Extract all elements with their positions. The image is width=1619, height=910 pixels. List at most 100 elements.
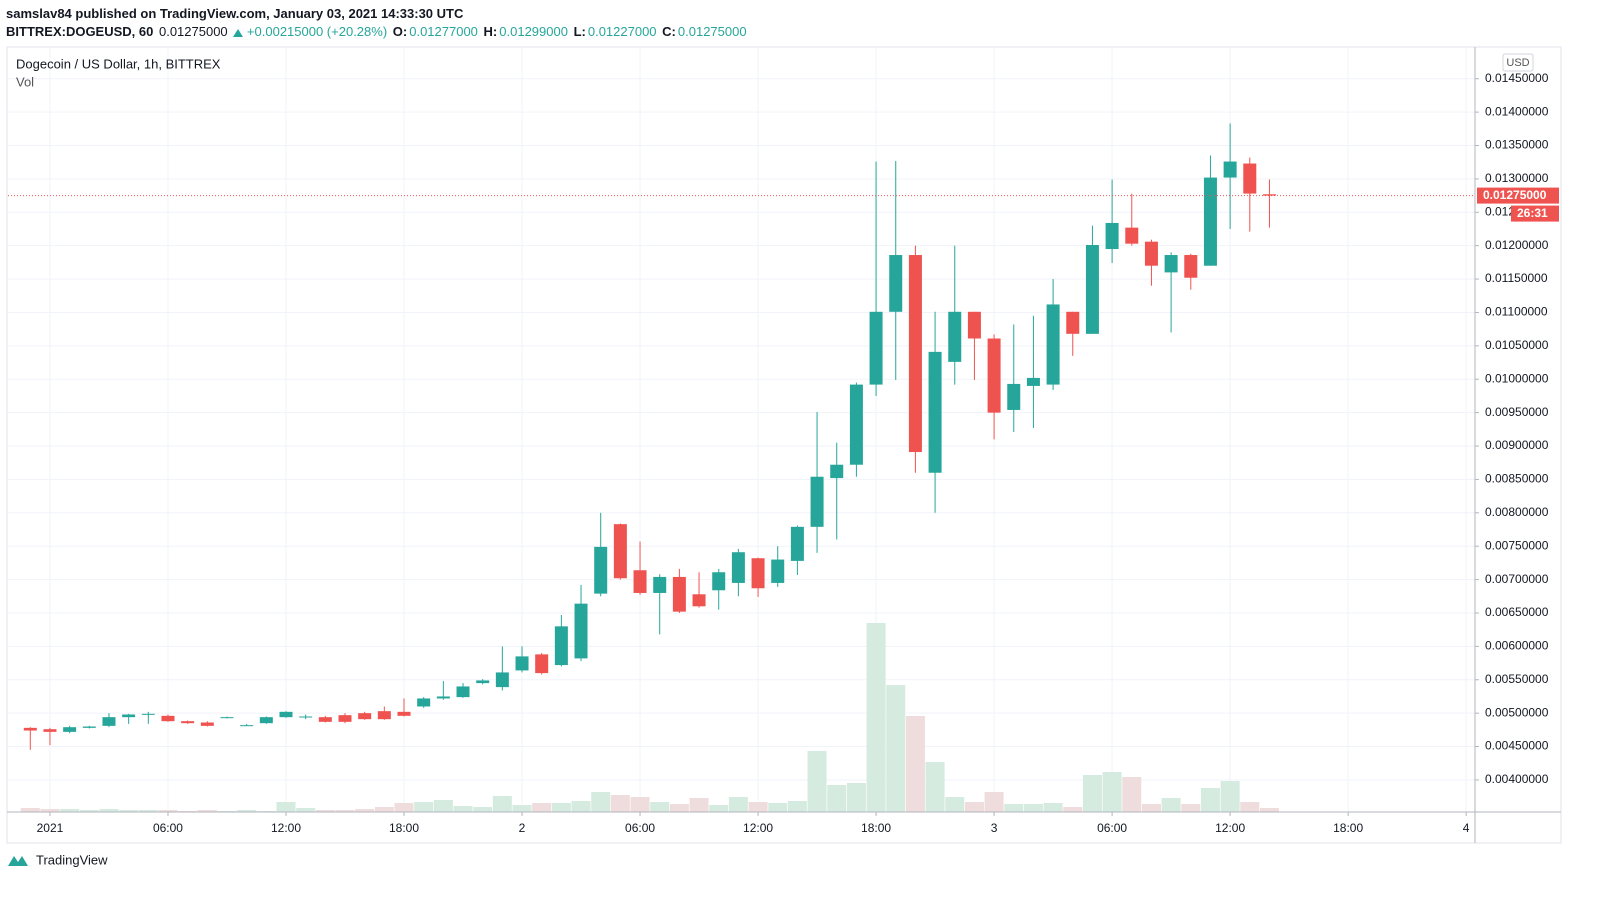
volume-bar — [925, 762, 945, 812]
volume-bar — [886, 685, 906, 812]
x-tick-label: 06:00 — [625, 821, 655, 835]
ohlc-value: 0.01299000 — [499, 24, 568, 39]
x-tick-label: 12:00 — [271, 821, 301, 835]
chart-frame — [6, 46, 1562, 844]
candle-body — [928, 351, 942, 473]
y-tick-label: 0.01350000 — [1485, 138, 1549, 152]
ohlc-value: 0.01227000 — [587, 24, 657, 39]
candle-body — [240, 725, 254, 727]
x-tick-label: 18:00 — [1333, 821, 1363, 835]
volume-bar — [315, 810, 335, 812]
candle-body — [574, 603, 588, 659]
volume-bar — [433, 800, 453, 812]
volume-bar — [1240, 802, 1260, 812]
x-tick-label: 12:00 — [1215, 821, 1245, 835]
currency-label: USD — [1506, 57, 1529, 69]
candle-body — [338, 715, 352, 722]
ohlc-label: L: — [573, 24, 586, 39]
candle-body — [476, 680, 490, 684]
symbol: BITTREX:DOGEUSD, 60 — [6, 24, 154, 39]
y-tick-label: 0.00900000 — [1485, 438, 1549, 452]
y-tick-label: 0.00400000 — [1485, 772, 1549, 786]
candle-body — [122, 714, 136, 718]
y-tick-label: 0.01400000 — [1485, 104, 1549, 118]
candle-body — [1066, 311, 1080, 334]
candle-body — [712, 572, 726, 591]
candle-body — [1026, 377, 1040, 386]
candle-body — [515, 656, 529, 671]
candle-body — [731, 552, 745, 583]
last-price-label: 0.01275000 — [1483, 188, 1547, 202]
volume-bar — [827, 785, 847, 812]
volume-bar — [1161, 798, 1181, 812]
candle-body — [1243, 163, 1257, 194]
volume-bar — [138, 810, 158, 812]
candle-body — [987, 338, 1001, 413]
volume-bar — [945, 797, 965, 812]
volume-bar — [79, 810, 99, 812]
y-tick-label: 0.00750000 — [1485, 538, 1549, 552]
volume-bar — [866, 623, 886, 812]
candle-body — [417, 698, 431, 707]
candle-body — [751, 558, 765, 589]
candle-body — [653, 576, 667, 593]
candle-body — [594, 546, 608, 594]
axes: 0.01450000 0.01400000 0.01350000 0.01300000… — [8, 71, 1559, 835]
x-tick-label: 3 — [991, 821, 998, 835]
volume-bar — [630, 797, 650, 812]
volume-bar — [591, 792, 611, 812]
candle-body — [830, 464, 844, 479]
currency-badge — [1502, 53, 1534, 72]
candle-body — [1164, 255, 1178, 273]
last-price: 0.01275000 — [158, 24, 228, 39]
candle-body — [141, 713, 155, 715]
candle-body — [849, 384, 863, 465]
candle-body — [633, 570, 647, 593]
x-tick-label: 4 — [1463, 821, 1470, 835]
volume-bar — [748, 802, 768, 812]
y-tick-label: 0.00850000 — [1485, 472, 1549, 486]
volume-bar — [787, 801, 807, 812]
chart-title: Dogecoin / US Dollar, 1h, BITTREX — [16, 56, 221, 71]
y-tick-label: 0.00650000 — [1485, 605, 1549, 619]
header: samslav84 published on TradingView.com, … — [6, 5, 749, 41]
ohlc-value: 0.01277000 — [409, 24, 478, 39]
candle-body — [397, 711, 411, 716]
candle-body — [1184, 255, 1198, 278]
candle-body — [220, 717, 234, 719]
x-tick-label: 2021 — [37, 821, 64, 835]
volume-bar — [355, 809, 375, 812]
volume-bar — [571, 801, 591, 812]
volume-bar — [1082, 775, 1102, 812]
candle-body — [1125, 227, 1139, 244]
volume-bar — [1102, 772, 1122, 812]
volume-bar — [689, 798, 709, 812]
quote-line: BITTREX:DOGEUSD, 60 0.01275000 +0.002150… — [6, 23, 749, 41]
candle-body — [318, 717, 332, 722]
volume-bar — [709, 805, 729, 812]
candle-body — [908, 255, 922, 453]
volume-bar — [453, 806, 473, 812]
volume-bar — [414, 802, 434, 812]
candle-body — [790, 526, 804, 561]
author-line-text: samslav84 published on TradingView.com, … — [6, 6, 464, 21]
volume-bar — [335, 810, 355, 812]
volume-bar — [1043, 803, 1063, 812]
candle-body — [377, 711, 391, 720]
candle-body — [692, 594, 706, 607]
ohlc-value: 0.01275000 — [677, 24, 747, 39]
candle-body — [967, 311, 981, 339]
y-tick-label: 0.00550000 — [1485, 672, 1549, 686]
candle-body — [200, 722, 214, 726]
x-tick-label: 18:00 — [861, 821, 891, 835]
y-tick-label: 0.01200000 — [1485, 238, 1549, 252]
candle-body — [181, 721, 195, 724]
volume-bar — [610, 795, 630, 812]
last-price-badge — [1477, 187, 1559, 204]
candle-body — [43, 729, 57, 732]
y-tick-label: 0.01300000 — [1485, 171, 1549, 185]
countdown-badge — [1511, 205, 1559, 222]
y-tick-label: 0.00700000 — [1485, 572, 1549, 586]
author-line: samslav84 published on TradingView.com, … — [6, 5, 749, 23]
footer-logo: TradingView — [8, 852, 108, 867]
